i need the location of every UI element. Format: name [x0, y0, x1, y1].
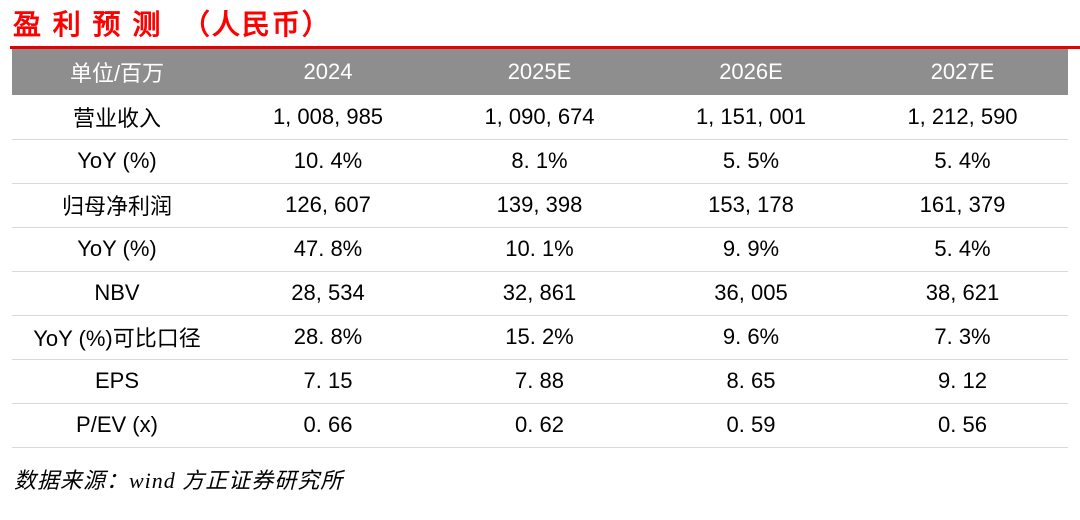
value-cell: 5. 5% [645, 139, 857, 184]
value-cell: 36, 005 [645, 271, 857, 316]
col-header-2026e: 2026E [645, 49, 857, 95]
row-label: EPS [12, 359, 222, 404]
value-cell: 126, 607 [222, 183, 434, 228]
value-cell: 32, 861 [434, 271, 645, 316]
row-label: P/EV (x) [12, 403, 222, 448]
value-cell: 8. 1% [434, 139, 645, 184]
value-cell: 47. 8% [222, 227, 434, 272]
col-header-2024: 2024 [222, 49, 434, 95]
value-cell: 5. 4% [857, 227, 1068, 272]
value-cell: 1, 090, 674 [434, 95, 645, 140]
row-label: YoY (%) [12, 227, 222, 272]
title-rule [10, 46, 1080, 49]
value-cell: 0. 59 [645, 403, 857, 448]
table-row-net-profit-yoy: YoY (%) 47. 8% 10. 1% 9. 9% 5. 4% [12, 227, 1068, 272]
value-cell: 7. 15 [222, 359, 434, 404]
row-label: 营业收入 [12, 95, 222, 140]
table-row-nbv-yoy-comparable: YoY (%)可比口径 28. 8% 15. 2% 9. 6% 7. 3% [12, 315, 1068, 360]
row-label: NBV [12, 271, 222, 316]
value-cell: 0. 56 [857, 403, 1068, 448]
value-cell: 10. 4% [222, 139, 434, 184]
table-header-row: 单位/百万 2024 2025E 2026E 2027E [12, 49, 1068, 95]
value-cell: 0. 66 [222, 403, 434, 448]
table-row-nbv: NBV 28, 534 32, 861 36, 005 38, 621 [12, 271, 1068, 316]
value-cell: 161, 379 [857, 183, 1068, 228]
col-header-2027e: 2027E [857, 49, 1068, 95]
table-row-eps: EPS 7. 15 7. 88 8. 65 9. 12 [12, 359, 1068, 404]
col-header-unit: 单位/百万 [12, 49, 222, 95]
forecast-table: 单位/百万 2024 2025E 2026E 2027E 营业收入 1, 008… [12, 49, 1068, 448]
value-cell: 1, 151, 001 [645, 95, 857, 140]
value-cell: 1, 212, 590 [857, 95, 1068, 140]
value-cell: 8. 65 [645, 359, 857, 404]
row-label: YoY (%) [12, 139, 222, 184]
page-title: 盈 利 预 测 （人民币） [13, 9, 332, 40]
table-row-revenue-yoy: YoY (%) 10. 4% 8. 1% 5. 5% 5. 4% [12, 139, 1068, 184]
value-cell: 153, 178 [645, 183, 857, 228]
value-cell: 9. 12 [857, 359, 1068, 404]
col-header-2025e: 2025E [434, 49, 645, 95]
value-cell: 10. 1% [434, 227, 645, 272]
value-cell: 9. 6% [645, 315, 857, 360]
row-label: YoY (%)可比口径 [12, 315, 222, 360]
value-cell: 28. 8% [222, 315, 434, 360]
value-cell: 139, 398 [434, 183, 645, 228]
value-cell: 0. 62 [434, 403, 645, 448]
value-cell: 1, 008, 985 [222, 95, 434, 140]
value-cell: 5. 4% [857, 139, 1068, 184]
table-row-pev: P/EV (x) 0. 66 0. 62 0. 59 0. 56 [12, 403, 1068, 448]
data-source-note: 数据来源：wind 方正证券研究所 [14, 468, 344, 493]
value-cell: 28, 534 [222, 271, 434, 316]
value-cell: 9. 9% [645, 227, 857, 272]
value-cell: 15. 2% [434, 315, 645, 360]
table-row-net-profit: 归母净利润 126, 607 139, 398 153, 178 161, 37… [12, 183, 1068, 228]
row-label: 归母净利润 [12, 183, 222, 228]
value-cell: 38, 621 [857, 271, 1068, 316]
table-row-revenue: 营业收入 1, 008, 985 1, 090, 674 1, 151, 001… [12, 95, 1068, 140]
value-cell: 7. 3% [857, 315, 1068, 360]
value-cell: 7. 88 [434, 359, 645, 404]
